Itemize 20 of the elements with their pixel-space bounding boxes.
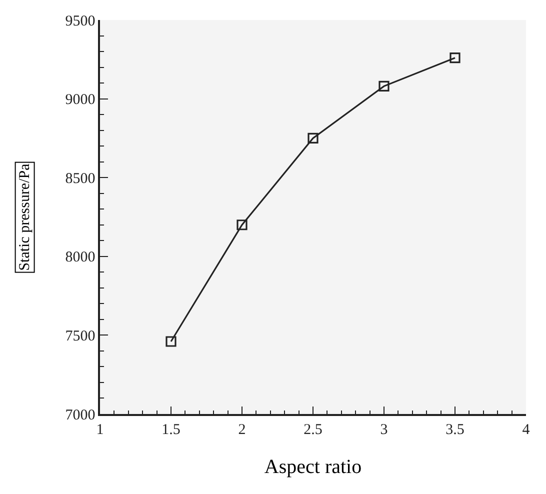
y-tick-label: 9000 <box>65 92 96 108</box>
x-tick-label: 1 <box>96 422 104 438</box>
x-axis-title: Aspect ratio <box>264 456 362 478</box>
y-axis-title: Static pressure/Pa <box>16 163 33 271</box>
y-tick-label: 9500 <box>65 13 96 30</box>
point <box>308 132 318 144</box>
point <box>166 336 176 347</box>
x-tick-label: 4 <box>522 422 530 438</box>
x-tick-label: 1.5 <box>162 422 180 438</box>
x-tick-label: 2 <box>238 422 246 438</box>
y-tick-label: 8500 <box>65 170 96 187</box>
point <box>450 52 460 64</box>
y-tick-label: 7000 <box>65 407 96 424</box>
x-tick-label: 3 <box>380 422 388 438</box>
point <box>378 80 390 92</box>
y-tick-label: 8000 <box>65 250 96 266</box>
x-tick-label: 2.5 <box>304 422 322 438</box>
point <box>236 220 248 230</box>
y-tick-label: 7500 <box>65 328 96 344</box>
x-tick-label: 3.5 <box>446 422 464 438</box>
